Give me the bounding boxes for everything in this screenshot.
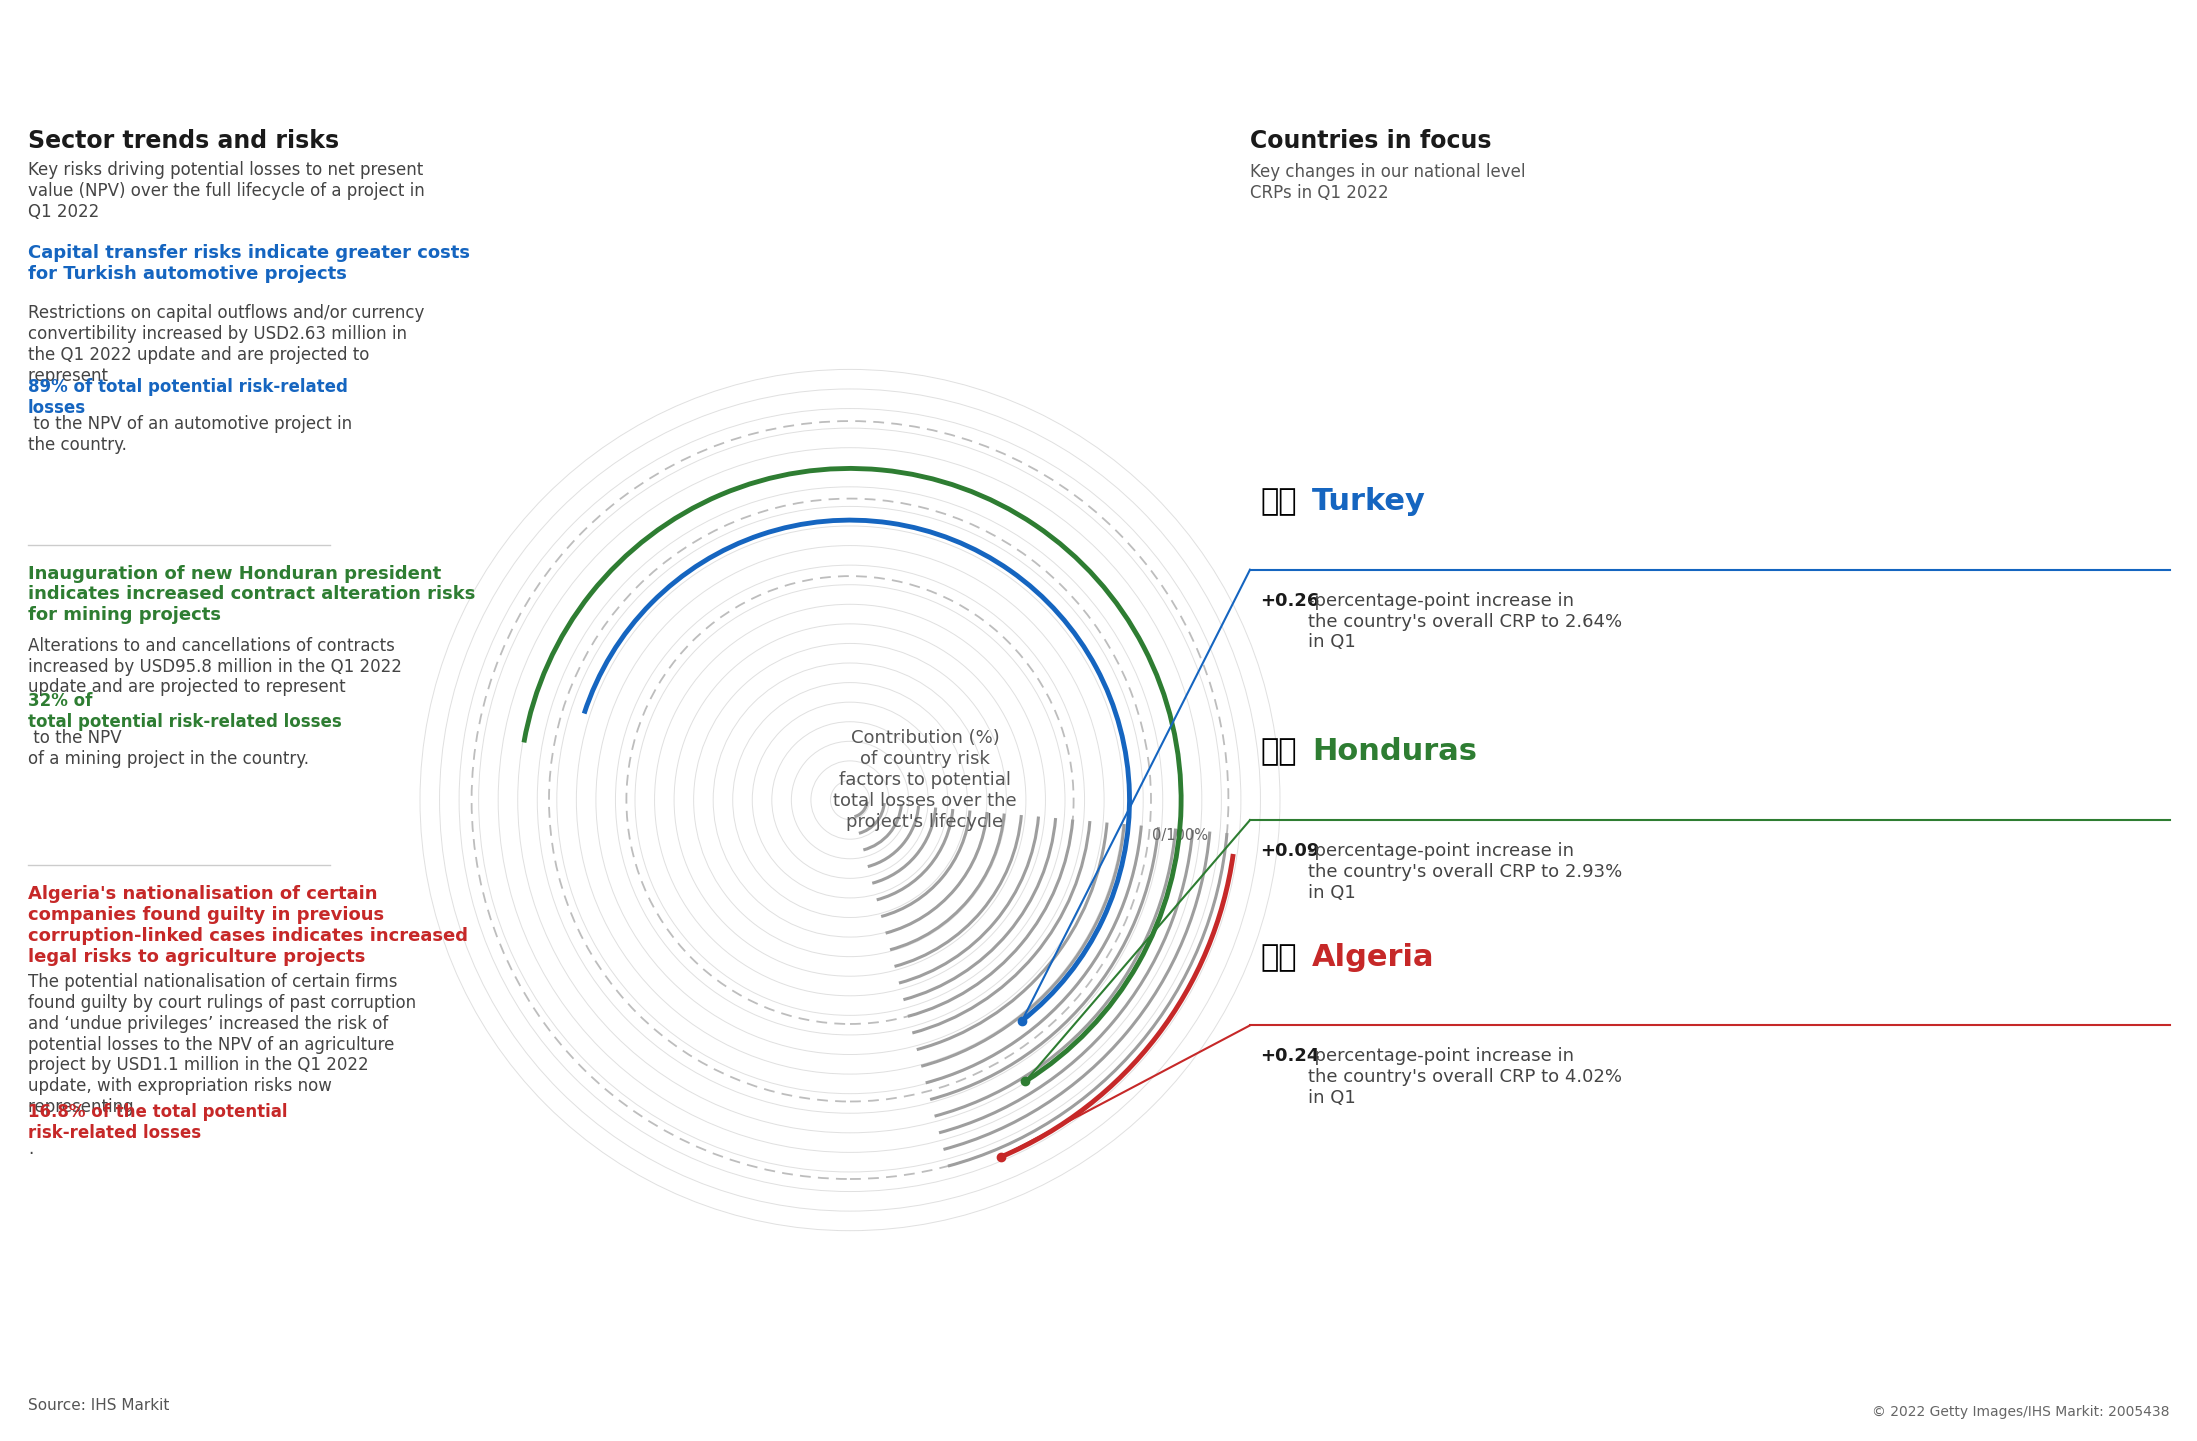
Text: +0.24: +0.24: [1261, 1048, 1320, 1065]
Text: .: .: [29, 1140, 33, 1159]
Text: Inauguration of new Honduran president
indicates increased contract alteration r: Inauguration of new Honduran president i…: [29, 565, 475, 624]
Text: Alterations to and cancellations of contracts
increased by USD95.8 million in th: Alterations to and cancellations of cont…: [29, 637, 402, 696]
Text: to the NPV of an automotive project in
the country.: to the NPV of an automotive project in t…: [29, 415, 352, 454]
Text: 16.8% of the total potential
risk-related losses: 16.8% of the total potential risk-relate…: [29, 1102, 288, 1141]
Text: Capital transfer risks indicate greater costs
for Turkish automotive projects: Capital transfer risks indicate greater …: [29, 244, 470, 282]
Text: Countries in focus: Countries in focus: [1250, 130, 1492, 153]
Text: Honduras: Honduras: [1312, 738, 1476, 767]
Text: Contribution (%)
of country risk
factors to potential
total losses over the
proj: Contribution (%) of country risk factors…: [833, 729, 1017, 830]
Text: 89% of total potential risk-related
losses: 89% of total potential risk-related loss…: [29, 379, 347, 418]
Text: Algeria's nationalisation of certain
companies found guilty in previous
corrupti: Algeria's nationalisation of certain com…: [29, 885, 468, 965]
Text: Key risks driving potential losses to net present
value (NPV) over the full life: Key risks driving potential losses to ne…: [29, 161, 424, 220]
Text: to the NPV
of a mining project in the country.: to the NPV of a mining project in the co…: [29, 729, 310, 768]
Text: -percentage-point increase in
the country's overall CRP to 2.93%
in Q1: -percentage-point increase in the countr…: [1307, 842, 1621, 902]
Text: 🇭🇳: 🇭🇳: [1261, 738, 1296, 767]
Text: Key changes in our national level
CRPs in Q1 2022: Key changes in our national level CRPs i…: [1250, 163, 1525, 202]
Text: 32% of
total potential risk-related losses: 32% of total potential risk-related loss…: [29, 692, 343, 731]
Text: +0.26: +0.26: [1261, 592, 1320, 610]
Text: © 2022 Getty Images/IHS Markit: 2005438: © 2022 Getty Images/IHS Markit: 2005438: [1872, 1405, 2171, 1419]
Text: 0/100%: 0/100%: [1151, 829, 1208, 843]
Text: Restrictions on capital outflows and/or currency
convertibility increased by USD: Restrictions on capital outflows and/or …: [29, 304, 424, 385]
Text: Source: IHS Markit: Source: IHS Markit: [29, 1398, 169, 1414]
Text: The potential nationalisation of certain firms
found guilty by court rulings of : The potential nationalisation of certain…: [29, 973, 415, 1117]
Text: Algeria: Algeria: [1312, 942, 1435, 971]
Text: Notable trends in IHS Markit's Country Risk Premiums for the Q1 2022 update: Notable trends in IHS Markit's Country R…: [22, 33, 1430, 65]
Text: -percentage-point increase in
the country's overall CRP to 2.64%
in Q1: -percentage-point increase in the countr…: [1307, 592, 1621, 651]
Text: Turkey: Turkey: [1312, 487, 1426, 516]
Text: 🇹🇷: 🇹🇷: [1261, 487, 1296, 516]
Text: +0.09: +0.09: [1261, 842, 1320, 860]
Text: 🇩🇿: 🇩🇿: [1261, 942, 1296, 971]
Text: Sector trends and risks: Sector trends and risks: [29, 130, 338, 153]
Text: -percentage-point increase in
the country's overall CRP to 4.02%
in Q1: -percentage-point increase in the countr…: [1307, 1048, 1621, 1107]
